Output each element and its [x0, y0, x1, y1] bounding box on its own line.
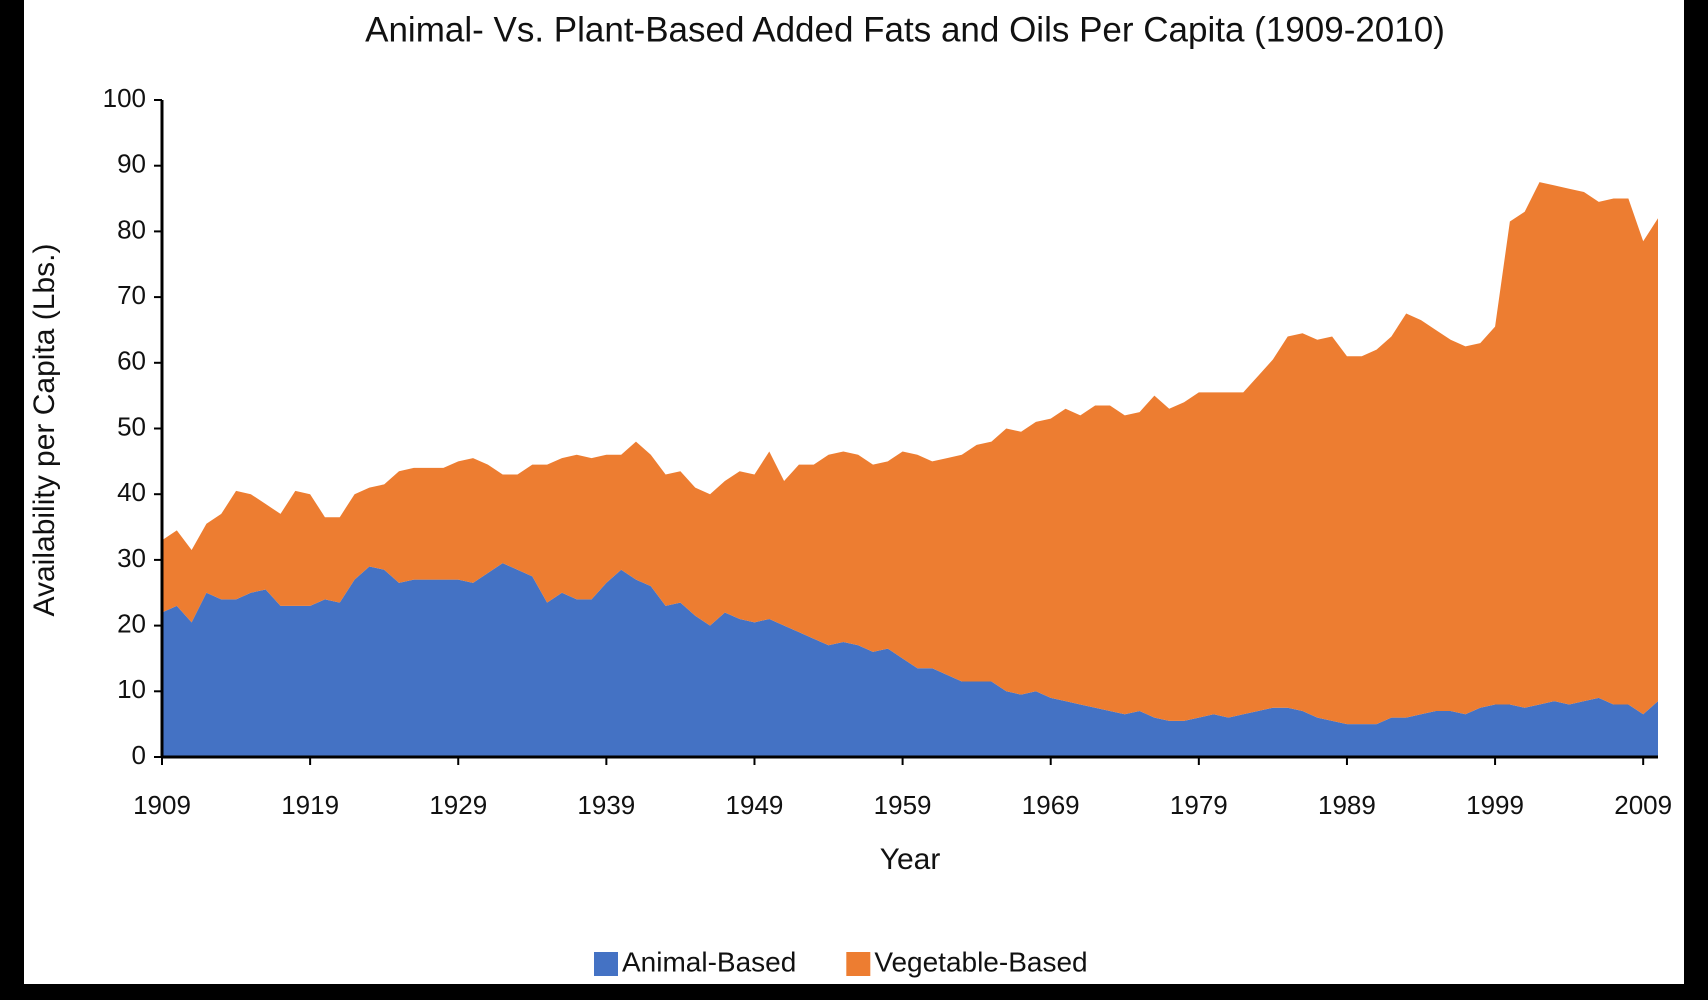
y-tick-label: 80 — [117, 214, 146, 244]
x-tick-label: 1909 — [133, 790, 191, 820]
y-tick-label: 10 — [117, 674, 146, 704]
area — [162, 563, 1658, 757]
y-tick-label: 100 — [103, 83, 146, 113]
y-tick-label: 40 — [117, 477, 146, 507]
x-tick-label: 1979 — [1170, 790, 1228, 820]
chart-title: Animal- Vs. Plant-Based Added Fats and O… — [365, 10, 1445, 49]
area — [162, 182, 1658, 725]
x-tick-label: 1999 — [1466, 790, 1524, 820]
y-tick-label: 30 — [117, 543, 146, 573]
x-tick-label: 1989 — [1318, 790, 1376, 820]
y-tick-label: 0 — [132, 740, 146, 770]
x-tick-label: 1949 — [726, 790, 784, 820]
y-tick-label: 90 — [117, 149, 146, 179]
legend-label: Vegetable-Based — [874, 946, 1087, 977]
x-tick-label: 1939 — [577, 790, 635, 820]
x-tick-label: 1959 — [874, 790, 932, 820]
y-tick-label: 60 — [117, 346, 146, 376]
legend-swatch — [846, 952, 871, 976]
legend-label: Animal-Based — [622, 946, 796, 977]
x-tick-label: 1919 — [281, 790, 339, 820]
y-tick-label: 20 — [117, 608, 146, 638]
legend-swatch — [594, 952, 618, 976]
x-tick-label: 1929 — [429, 790, 487, 820]
x-axis-label: Year — [880, 843, 941, 876]
y-tick-label: 70 — [117, 280, 146, 310]
x-tick-label: 2009 — [1614, 790, 1672, 820]
y-axis-label: Availability per Capita (Lbs.) — [28, 244, 61, 617]
y-tick-label: 50 — [117, 411, 146, 441]
x-tick-label: 1969 — [1022, 790, 1080, 820]
